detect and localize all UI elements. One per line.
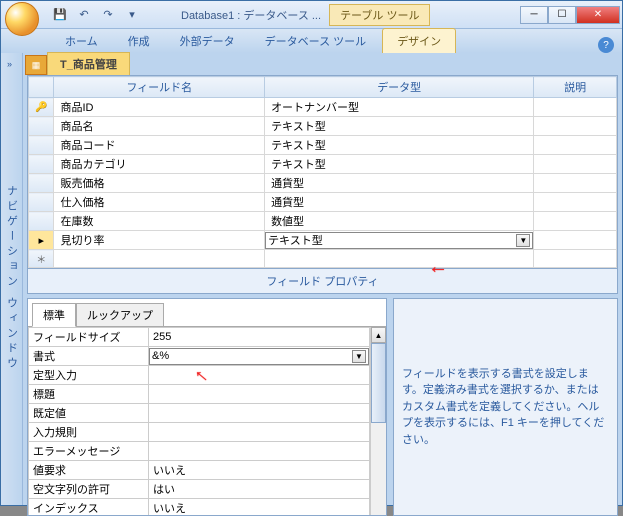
select-all-cell[interactable] [29,77,54,98]
table-row[interactable]: 商品コードテキスト型 [29,136,617,155]
ribbon-tabs: ホーム 作成 外部データ データベース ツール デザイン ? [1,29,622,53]
col-field-name[interactable]: フィールド名 [54,77,265,98]
contextual-tab-label: テーブル ツール [329,4,430,26]
design-grid: フィールド名 データ型 説明 🔑商品IDオートナンバー型 商品名テキスト型 商品… [27,75,618,294]
prop-row[interactable]: フィールドサイズ255 [29,328,370,347]
tab-create[interactable]: 作成 [114,29,164,53]
tab-home[interactable]: ホーム [51,29,112,53]
window-title: Database1 : データベース ... [181,7,321,23]
nav-pane-label: ナビゲーション ウィンドウ [4,185,20,372]
close-button[interactable]: ✕ [576,6,620,24]
dropdown-button[interactable]: ▼ [352,350,366,363]
prop-row[interactable]: インデックスいいえ [29,499,370,516]
table-row[interactable]: 商品カテゴリテキスト型 [29,155,617,174]
object-tab-label[interactable]: T_商品管理 [47,52,130,75]
prop-row[interactable]: 入力規則 [29,423,370,442]
dropdown-button[interactable]: ▼ [516,234,530,247]
table-row[interactable]: 在庫数数値型 [29,212,617,231]
help-icon[interactable]: ? [598,37,614,53]
table-row[interactable]: 販売価格通貨型 [29,174,617,193]
table-icon: ▦ [25,55,47,75]
tab-lookup[interactable]: ルックアップ [76,303,164,327]
col-data-type[interactable]: データ型 [265,77,534,98]
office-orb[interactable] [1,1,43,29]
prop-row[interactable]: 値要求いいえ [29,461,370,480]
table-row[interactable]: 商品名テキスト型 [29,117,617,136]
tab-external-data[interactable]: 外部データ [166,29,249,53]
prop-row[interactable]: 空文字列の許可はい [29,480,370,499]
save-icon[interactable]: 💾 [51,6,69,24]
table-row[interactable]: 🔑商品IDオートナンバー型 [29,98,617,117]
scroll-up-button[interactable]: ▲ [371,327,386,343]
tab-general[interactable]: 標準 [32,303,76,327]
format-combo[interactable]: &%▼ [149,348,369,365]
tab-database-tools[interactable]: データベース ツール [251,29,381,53]
table-row[interactable]: 仕入価格通貨型 [29,193,617,212]
property-sheet: 標準 ルックアップ フィールドサイズ255 書式&%▼ 定型入力 標題 既定値 … [27,298,387,516]
primary-key-icon: 🔑 [35,102,47,113]
help-panel: フィールドを表示する書式を設定します。定義済み書式を選択するか、またはカスタム書… [393,298,618,516]
quick-access-toolbar: 💾 ↶ ↷ ▾ [51,6,141,24]
scrollbar[interactable]: ▲ [370,327,386,515]
maximize-button[interactable]: ☐ [548,6,576,24]
table-row[interactable]: ▸見切り率テキスト型▼ [29,231,617,250]
object-tab-header: ▦ T_商品管理 [23,53,622,75]
redo-icon[interactable]: ↷ [99,6,117,24]
help-text: フィールドを表示する書式を設定します。定義済み書式を選択するか、またはカスタム書… [402,366,609,449]
scroll-thumb[interactable] [371,343,386,423]
undo-icon[interactable]: ↶ [75,6,93,24]
tab-design[interactable]: デザイン [382,28,456,53]
app-window: 💾 ↶ ↷ ▾ Database1 : データベース ... テーブル ツール … [0,0,623,506]
col-description[interactable]: 説明 [534,77,617,98]
table-row[interactable]: ＊ [29,250,617,268]
minimize-button[interactable]: ─ [520,6,548,24]
field-properties-header: フィールド プロパティ [28,268,617,293]
data-type-combo[interactable]: テキスト型▼ [265,232,533,249]
annotation-arrow-icon [428,256,448,279]
navigation-pane-collapsed[interactable]: » ナビゲーション ウィンドウ [1,53,23,505]
property-grid: フィールドサイズ255 書式&%▼ 定型入力 標題 既定値 入力規則 エラーメッ… [28,327,370,515]
prop-row[interactable]: 既定値 [29,404,370,423]
prop-row[interactable]: 標題 [29,385,370,404]
qat-dropdown-icon[interactable]: ▾ [123,6,141,24]
prop-row[interactable]: エラーメッセージ [29,442,370,461]
chevron-right-icon: » [7,59,12,69]
titlebar: 💾 ↶ ↷ ▾ Database1 : データベース ... テーブル ツール … [1,1,622,29]
